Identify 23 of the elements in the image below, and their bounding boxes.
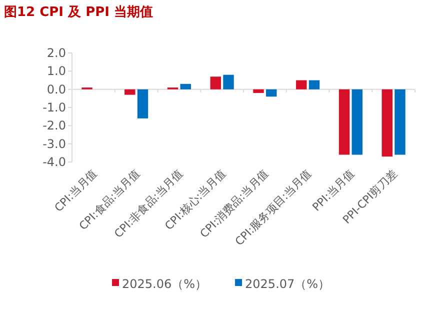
bar — [338, 89, 350, 155]
bar — [210, 76, 221, 90]
legend-label: 2025.06（%） — [122, 277, 208, 291]
bar — [253, 89, 264, 93]
y-tick-label: 2.0 — [46, 46, 66, 60]
y-tick-label: -3.0 — [42, 136, 66, 151]
y-tick-label: 1.0 — [46, 64, 66, 78]
bar — [180, 84, 191, 90]
bar — [124, 89, 136, 95]
legend-label: 2025.07（%） — [245, 277, 330, 291]
bar — [296, 80, 307, 90]
y-tick-label: -4.0 — [42, 155, 66, 169]
bar — [352, 89, 362, 155]
bar — [266, 89, 277, 97]
bar — [223, 74, 234, 90]
bar — [308, 80, 320, 90]
chart-title: 图12 CPI 及 PPI 当期值 — [4, 5, 153, 20]
y-tick-label: -1.0 — [42, 100, 66, 114]
y-tick-label: -2.0 — [42, 118, 66, 133]
bar — [137, 89, 148, 118]
bar — [394, 89, 406, 155]
y-tick-label: 0.0 — [46, 82, 66, 96]
bar — [382, 89, 392, 157]
